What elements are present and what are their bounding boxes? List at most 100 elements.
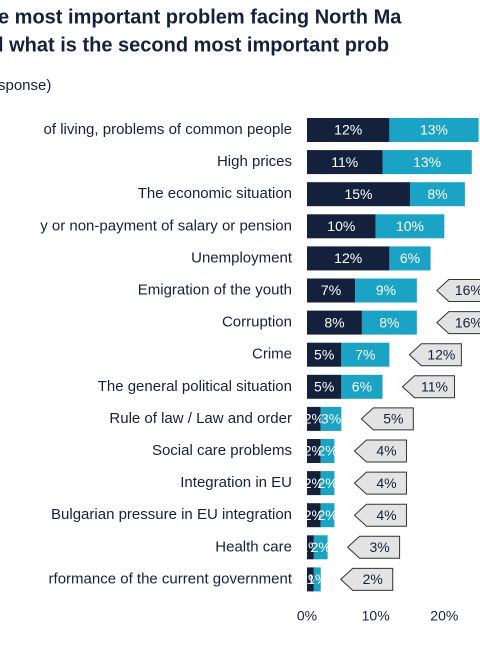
value-label: 2%: [304, 411, 324, 427]
value-label: 2%: [317, 443, 337, 459]
value-label: 6%: [352, 379, 372, 395]
total-label: 5%: [383, 411, 403, 427]
value-label: 7%: [321, 282, 341, 298]
total-label: 12%: [427, 346, 455, 362]
value-label: 2%: [317, 507, 337, 523]
category-label: Emigration of the youth: [138, 281, 292, 298]
bar-segment: [320, 471, 335, 496]
category-label: Rule of law / Law and order: [109, 410, 292, 427]
value-label: 9%: [376, 282, 396, 298]
total-callout: [346, 535, 401, 559]
x-tick-label: 10%: [362, 608, 390, 624]
bar-segment: [389, 118, 479, 142]
bar-segment: [355, 278, 417, 303]
bar-segment: [361, 310, 417, 335]
value-label: 8%: [379, 314, 399, 330]
bar-segment: [375, 214, 445, 239]
value-label: 3%: [321, 411, 341, 427]
total-callout: [436, 279, 480, 302]
value-label: 8%: [324, 314, 344, 330]
category-label: Bulgarian pressure in EU integration: [51, 506, 292, 523]
bar-segment: [307, 118, 390, 142]
bar-segment: [307, 374, 342, 399]
bar-segment: [307, 214, 376, 239]
value-label: 12%: [334, 122, 362, 138]
bar-segment: [307, 278, 356, 303]
total-label: 16%: [455, 282, 480, 298]
value-label: 8%: [427, 186, 447, 202]
category-label: Unemployment: [191, 249, 293, 266]
total-callout: [436, 311, 480, 335]
category-label: The general political situation: [98, 378, 292, 395]
total-callout: [339, 567, 394, 591]
total-label: 4%: [376, 507, 396, 523]
total-callout: [360, 407, 414, 431]
bar-segment: [307, 439, 321, 463]
bar-segment: [409, 182, 465, 207]
bar-segment: [307, 471, 321, 496]
total-callout: [353, 439, 407, 463]
value-label: 2%: [304, 475, 324, 491]
value-label: 10%: [396, 218, 424, 234]
value-label: 15%: [344, 186, 372, 202]
total-callout: [353, 503, 407, 527]
value-label: 2%: [304, 443, 324, 459]
total-label: 16%: [455, 314, 480, 330]
total-callout: [408, 343, 462, 367]
bar-segment: [320, 503, 335, 528]
category-label: Crime: [252, 346, 292, 363]
x-tick-label: 0%: [297, 608, 317, 624]
bar-segment: [341, 342, 390, 367]
value-label: 2%: [304, 507, 324, 523]
x-tick-label: 20%: [430, 608, 458, 624]
bar-segment: [307, 503, 321, 528]
value-label: 2%: [317, 475, 337, 491]
bar-segment: [307, 246, 390, 271]
value-label: 10%: [327, 218, 355, 234]
value-label: 2%: [311, 539, 331, 555]
category-label: rformance of the current government: [49, 570, 293, 587]
total-label: 3%: [369, 539, 389, 555]
bar-segment: [307, 150, 383, 175]
bar-segment: [341, 374, 383, 399]
bar-segment: [307, 406, 321, 431]
bar-segment: [382, 150, 472, 175]
bar-segment: [313, 535, 328, 560]
bar-segment: [307, 310, 362, 335]
bar-segment: [320, 439, 335, 463]
value-label: 13%: [420, 122, 448, 138]
total-label: 2%: [363, 571, 383, 587]
value-label: 12%: [334, 250, 362, 266]
value-label: 13%: [413, 154, 441, 170]
value-label: 5%: [314, 346, 334, 362]
category-label: of living, problems of common people: [44, 121, 292, 138]
bar-segment: [307, 535, 314, 560]
category-label: High prices: [217, 153, 292, 170]
total-label: 4%: [376, 443, 396, 459]
total-label: 4%: [376, 475, 396, 491]
category-label: Social care problems: [152, 442, 292, 459]
chart-title: l what is the second most important prob: [0, 34, 389, 56]
total-callout: [401, 375, 456, 399]
bar-segment: [389, 246, 431, 271]
bar-segment: [320, 406, 342, 431]
chart-title: e most important problem facing North Ma: [0, 6, 402, 28]
value-label: 5%: [314, 379, 334, 395]
bar-segment: [307, 567, 314, 592]
category-label: Corruption: [222, 314, 292, 331]
category-label: Health care: [215, 538, 292, 555]
value-label: 1%: [307, 571, 327, 587]
bar-segment: [307, 182, 410, 207]
value-label: 7%: [355, 346, 375, 362]
total-label: 11%: [421, 379, 448, 395]
total-callout: [353, 471, 407, 495]
bar-segment: [313, 567, 321, 592]
value-label: 11%: [331, 154, 358, 170]
category-label: y or non-payment of salary or pension: [40, 217, 292, 234]
category-label: Integration in EU: [180, 474, 292, 491]
value-label: 6%: [400, 250, 420, 266]
category-label: The economic situation: [138, 185, 292, 202]
chart-subtitle: sponse): [0, 77, 51, 94]
bar-segment: [307, 342, 342, 367]
